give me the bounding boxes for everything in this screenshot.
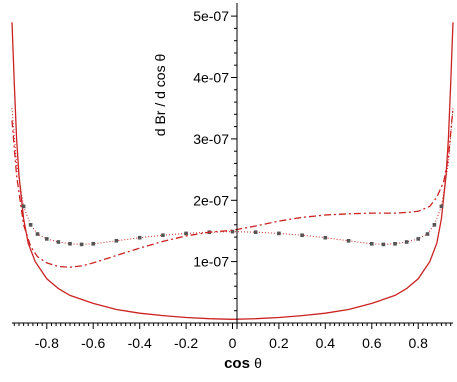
series-2-marker <box>300 233 304 237</box>
series-2-marker <box>35 232 40 236</box>
x-tick-label: 0.4 <box>316 335 336 351</box>
series-2-marker <box>79 242 84 247</box>
series-2-marker <box>230 229 235 234</box>
axis-layer <box>12 3 453 329</box>
x-tick-label: 0.8 <box>408 335 428 351</box>
series-2-marker <box>56 240 61 244</box>
x-tick-label: 0 <box>229 335 237 351</box>
y-tick-label: 2e-07 <box>193 192 229 208</box>
series-2-marker <box>68 242 72 246</box>
x-axis-title: cos θ <box>224 355 262 372</box>
series-2-marker <box>370 242 374 246</box>
x-tick-label: -0.6 <box>81 335 105 351</box>
x-tick-label: -0.8 <box>35 335 59 351</box>
series-2-marker <box>21 204 26 209</box>
y-axis-title: d Br / d cos θ <box>152 54 168 137</box>
series-2-marker <box>91 242 95 246</box>
series-line-3 <box>11 108 454 268</box>
x-tick-label: 0.6 <box>362 335 382 351</box>
series-2-marker <box>253 230 258 234</box>
x-tick-label: -0.4 <box>128 335 152 351</box>
series-2-marker <box>416 237 420 241</box>
series-2-marker <box>439 204 444 209</box>
series-2-marker <box>425 232 430 236</box>
y-tick-label: 1e-07 <box>193 254 229 270</box>
series-2-marker <box>323 235 328 240</box>
x-tick-label: -0.2 <box>174 335 198 351</box>
series-2-marker <box>114 239 119 243</box>
series-2-marker <box>277 231 281 236</box>
y-tick-label: 4e-07 <box>193 70 229 86</box>
series-2-marker <box>137 235 142 240</box>
series-2-marker <box>346 239 351 243</box>
series-2-marker <box>381 242 386 247</box>
label-layer: -0.8 -0.6 -0.4 -0.2 0 0.2 0.4 0.6 0.8 1e-07 2e-07 3… <box>35 8 428 372</box>
y-tick-label: 5e-07 <box>193 8 229 24</box>
series-2-marker <box>161 233 165 237</box>
series-2-marker <box>28 223 33 227</box>
series-2-marker <box>404 240 409 244</box>
series-layer <box>11 22 454 320</box>
y-tick-label: 3e-07 <box>193 131 229 147</box>
series-2-marker <box>184 231 188 236</box>
series-2-marker <box>432 223 437 227</box>
x-tick-label: 0.2 <box>269 335 289 351</box>
series-2-marker <box>45 237 49 241</box>
series-line-2 <box>11 108 454 245</box>
series-line-1 <box>11 22 454 320</box>
series-2-marker <box>393 242 397 246</box>
